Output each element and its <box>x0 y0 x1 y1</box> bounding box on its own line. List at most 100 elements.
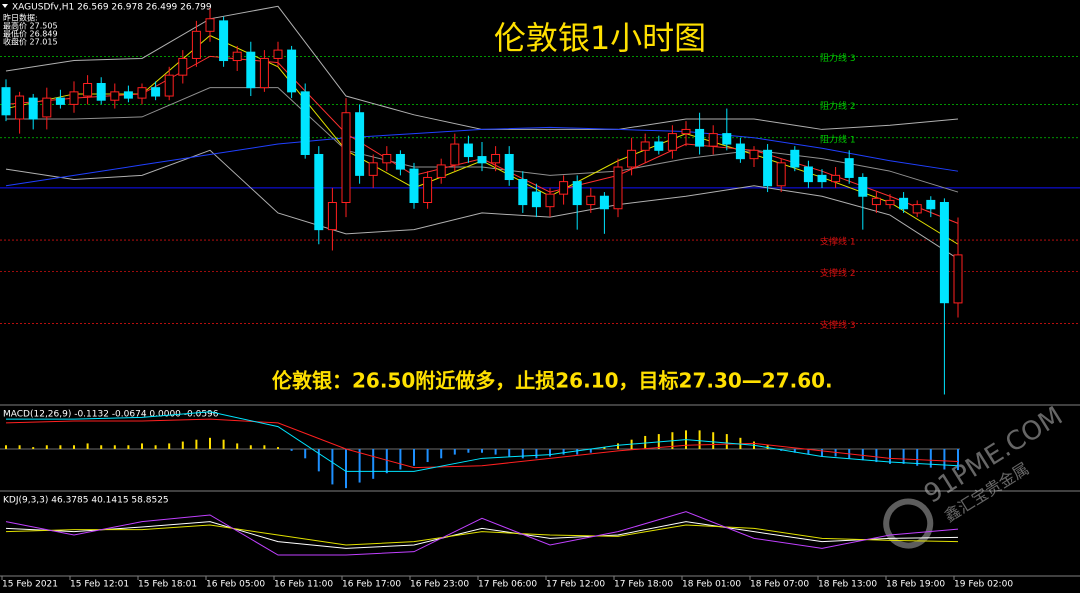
candle-body <box>355 112 365 176</box>
candle-body <box>627 149 637 168</box>
macd-bar <box>290 449 293 451</box>
x-tick-label: 18 Feb 07:00 <box>750 580 809 590</box>
macd-bar <box>617 443 619 449</box>
macd-bar <box>440 449 443 459</box>
candle-body <box>42 97 52 118</box>
level-label: 支撑线 3 <box>820 319 856 331</box>
candle-body <box>640 141 650 151</box>
level-label: 支撑线 1 <box>820 236 856 248</box>
macd-bar <box>141 443 143 449</box>
macd-bar <box>222 439 225 449</box>
macd-bar <box>236 443 239 449</box>
candle-body <box>613 166 623 210</box>
x-tick-label: 16 Feb 11:00 <box>274 580 333 590</box>
menu-arrow <box>2 4 8 8</box>
candle-body <box>939 202 949 304</box>
candle-body <box>314 153 324 231</box>
candle-body <box>504 153 514 181</box>
level-label: 阻力线 1 <box>820 133 856 145</box>
kdj-line <box>5 524 959 546</box>
macd-bar <box>154 445 157 449</box>
candle-body <box>559 181 569 195</box>
candle-body <box>205 18 215 32</box>
candle-body <box>776 162 786 187</box>
macd-bar <box>712 432 715 449</box>
candle-body <box>531 191 541 208</box>
macd-bar <box>195 439 198 449</box>
candle-body <box>599 195 609 210</box>
macd-bar <box>494 449 497 455</box>
candle-body <box>722 133 732 145</box>
candle-body <box>395 153 405 170</box>
macd-bar <box>358 449 361 483</box>
macd-bar <box>127 445 130 449</box>
macd-bar <box>209 437 211 449</box>
candle-body <box>287 49 297 93</box>
info-line: 最高价 27.505 <box>3 21 58 31</box>
x-tick-label: 18 Feb 01:00 <box>682 580 741 590</box>
candle-body <box>110 91 120 101</box>
candle-body <box>885 199 895 206</box>
macd-bar <box>467 449 470 453</box>
kdj-label: KDJ(9,3,3) 46.3785 40.1415 58.8525 <box>3 496 169 506</box>
macd-bar <box>644 435 647 449</box>
candle-body <box>667 133 677 151</box>
x-tick-label: 18 Feb 13:00 <box>818 580 877 590</box>
info-line: 最低价 26.849 <box>3 29 58 39</box>
macd-bar <box>331 449 334 485</box>
candle-body <box>409 168 419 203</box>
level-label: 阻力线 3 <box>820 52 856 64</box>
kdj-line <box>5 521 959 549</box>
x-tick-label: 17 Feb 06:00 <box>478 580 537 590</box>
candle-body <box>545 193 555 208</box>
macd-bar <box>453 449 456 455</box>
macd-bar <box>698 430 701 449</box>
x-tick-label: 16 Feb 23:00 <box>410 580 469 590</box>
macd-bar <box>549 449 551 457</box>
macd-bar <box>100 445 103 449</box>
macd-bar <box>576 449 579 455</box>
macd-line <box>6 411 959 472</box>
candle-body <box>436 164 446 178</box>
candle-body <box>708 133 718 147</box>
candle-body <box>368 162 378 176</box>
candle-body <box>178 57 188 76</box>
overlay-line <box>5 149 959 260</box>
candle-body <box>831 174 841 183</box>
candle-body <box>191 30 201 59</box>
candle-body <box>695 128 705 147</box>
macd-bar <box>562 449 565 455</box>
x-tick-label: 16 Feb 17:00 <box>342 580 401 590</box>
macd-bar <box>32 447 35 449</box>
x-tick-label: 19 Feb 02:00 <box>954 580 1013 590</box>
macd-bar <box>181 441 184 449</box>
macd-bar <box>73 445 75 449</box>
candle-body <box>926 199 936 210</box>
candle-body <box>803 166 813 183</box>
candle-body <box>735 143 745 160</box>
macd-bar <box>875 449 878 463</box>
macd-bar <box>535 449 538 459</box>
macd-bar <box>589 449 592 453</box>
macd-bar <box>5 445 7 449</box>
macd-bar <box>263 445 266 449</box>
macd-bar <box>725 434 728 449</box>
candle-body <box>790 149 800 168</box>
macd-line <box>5 418 959 469</box>
candle-body <box>69 91 79 105</box>
candle-body <box>164 74 174 97</box>
candle-body <box>273 49 283 59</box>
candle-body <box>572 181 582 206</box>
macd-bar <box>86 443 89 449</box>
macd-bar <box>889 449 891 464</box>
candle-body <box>246 51 256 89</box>
candle-body <box>151 87 161 97</box>
candle-body <box>327 202 337 231</box>
macd-bar <box>902 449 905 464</box>
macd-bar <box>18 445 21 449</box>
header: XAGUSDfv,H1 26.569 26.978 26.499 26.799 <box>12 3 212 13</box>
candle-body <box>749 149 759 160</box>
macd-bar <box>372 449 375 479</box>
